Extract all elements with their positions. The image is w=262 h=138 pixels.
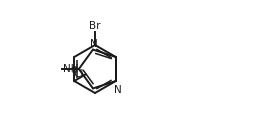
Text: Cl: Cl (73, 69, 84, 79)
Text: N: N (90, 39, 98, 49)
Text: 2: 2 (72, 66, 77, 75)
Text: Br: Br (89, 21, 101, 31)
Text: NH: NH (63, 64, 79, 74)
Text: N: N (114, 85, 122, 95)
